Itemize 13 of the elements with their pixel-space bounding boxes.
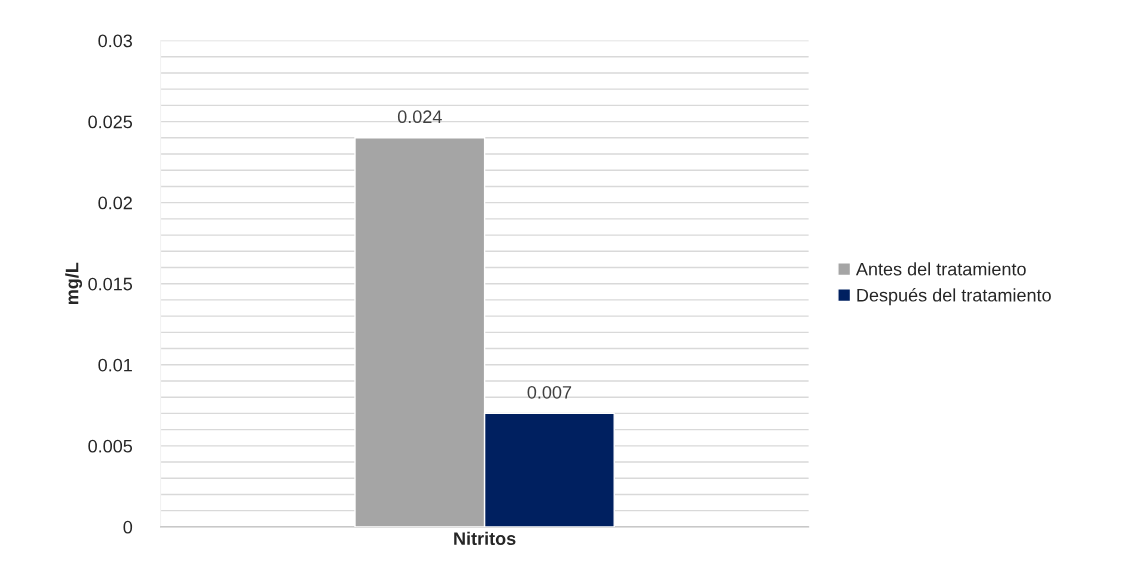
- y-tick-label: 0: [123, 520, 133, 534]
- y-tick-label: 0.01: [98, 358, 132, 372]
- y-tick-label: 0.015: [88, 277, 133, 291]
- y-tick-label: 0.03: [98, 34, 133, 48]
- data-label: 0.024: [397, 110, 442, 124]
- y-tick-label: 0.02: [98, 196, 132, 210]
- legend-label: Antes del tratamiento: [855, 262, 1026, 276]
- y-axis-title: mg/L: [65, 262, 83, 305]
- y-tick-label: 0.025: [88, 115, 133, 129]
- data-label: 0.007: [527, 385, 572, 399]
- x-tick-label: Nitritos: [454, 531, 516, 546]
- y-tick-label: 0.005: [88, 439, 133, 453]
- legend-label: Después del tratamiento: [857, 288, 1051, 306]
